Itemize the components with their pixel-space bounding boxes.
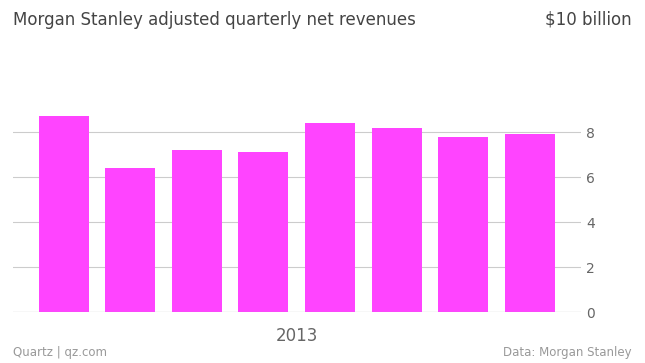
Text: Morgan Stanley adjusted quarterly net revenues: Morgan Stanley adjusted quarterly net re… xyxy=(13,11,416,29)
Bar xyxy=(39,117,88,312)
Bar xyxy=(305,123,355,312)
Text: $10 billion: $10 billion xyxy=(546,11,632,29)
Bar xyxy=(438,136,488,312)
Bar xyxy=(372,128,422,312)
Bar xyxy=(239,152,288,312)
Text: Data: Morgan Stanley: Data: Morgan Stanley xyxy=(504,346,632,359)
Bar xyxy=(505,134,555,312)
Bar xyxy=(105,168,155,312)
Text: 2013: 2013 xyxy=(275,327,318,345)
Text: Quartz | qz.com: Quartz | qz.com xyxy=(13,346,107,359)
Bar xyxy=(172,150,222,312)
